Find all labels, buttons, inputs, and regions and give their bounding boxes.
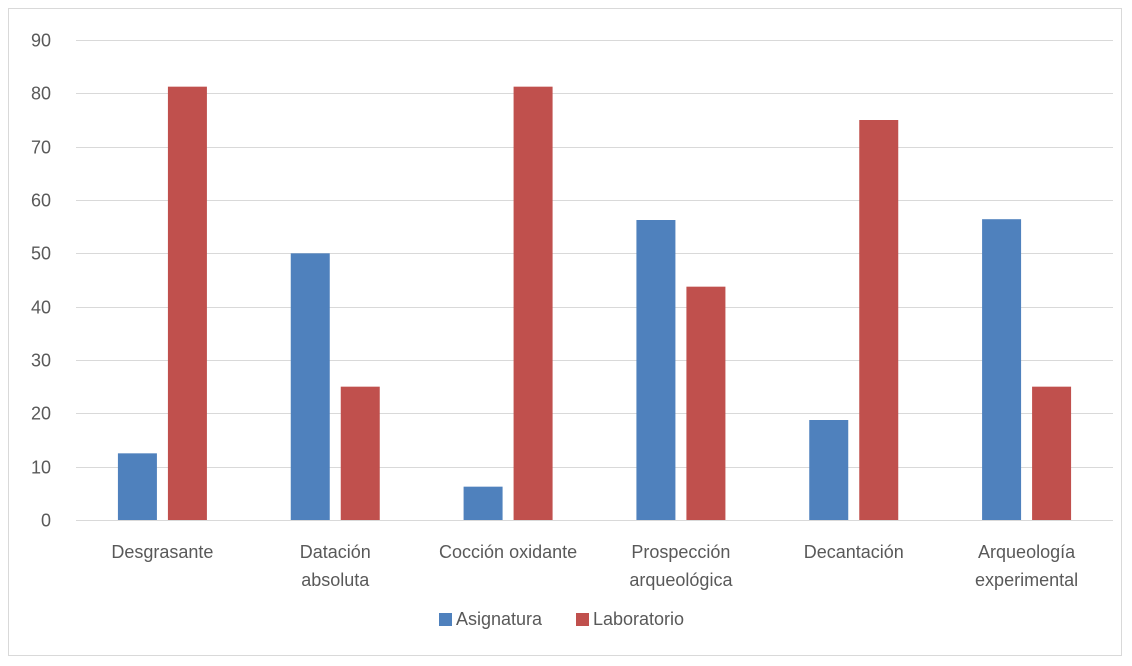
bar-asignatura-2 — [463, 486, 503, 520]
bar-chart: 0 10 20 30 40 50 60 70 80 90 Desgrasante Datación a… — [31, 31, 1113, 629]
y-tick-label: 0 — [41, 511, 51, 531]
y-tick-label: 20 — [31, 404, 51, 424]
bar-laboratorio-0 — [167, 86, 207, 521]
bar-asignatura-1 — [290, 253, 330, 521]
bar-asignatura-4 — [809, 420, 849, 520]
legend-label-laboratorio: Laboratorio — [593, 609, 684, 629]
y-tick-label: 60 — [31, 191, 51, 211]
x-category-label: Prospección — [631, 542, 730, 562]
y-axis-ticks: 0 10 20 30 40 50 60 70 80 90 — [31, 31, 51, 531]
bar-laboratorio-5 — [1032, 386, 1072, 520]
bar-asignatura-3 — [636, 220, 676, 520]
bar-asignatura-0 — [117, 453, 157, 520]
y-tick-label: 90 — [31, 31, 51, 51]
bar-laboratorio-2 — [513, 86, 553, 521]
bars — [117, 86, 1072, 521]
bar-laboratorio-3 — [686, 286, 726, 520]
y-tick-label: 30 — [31, 351, 51, 371]
x-axis-category-labels: Desgrasante Datación absoluta Cocción oxida… — [111, 542, 1078, 590]
x-category-label: Arqueología — [978, 542, 1076, 562]
bar-laboratorio-1 — [340, 386, 380, 520]
chart-frame: 0 10 20 30 40 50 60 70 80 90 Desgrasante Datación a… — [8, 8, 1122, 656]
legend: Asignatura Laboratorio — [439, 609, 684, 629]
x-category-label: arqueológica — [629, 570, 733, 590]
y-tick-label: 40 — [31, 298, 51, 318]
x-category-label: absoluta — [301, 570, 370, 590]
x-category-label: Decantación — [804, 542, 904, 562]
legend-swatch-asignatura — [439, 613, 452, 626]
y-tick-label: 80 — [31, 84, 51, 104]
legend-label-asignatura: Asignatura — [456, 609, 543, 629]
x-category-label: Desgrasante — [111, 542, 213, 562]
bar-laboratorio-4 — [859, 120, 899, 520]
gridlines — [76, 40, 1113, 521]
x-category-label: Cocción oxidante — [439, 542, 577, 562]
bar-asignatura-5 — [982, 219, 1022, 520]
y-tick-label: 10 — [31, 458, 51, 478]
y-tick-label: 70 — [31, 138, 51, 158]
x-category-label: Datación — [300, 542, 371, 562]
legend-swatch-laboratorio — [576, 613, 589, 626]
y-tick-label: 50 — [31, 244, 51, 264]
x-category-label: experimental — [975, 570, 1078, 590]
